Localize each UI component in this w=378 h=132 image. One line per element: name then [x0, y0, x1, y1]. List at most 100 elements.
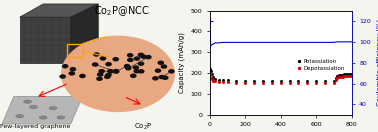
Potassiation — [261, 81, 265, 82]
Potassiation — [349, 73, 354, 75]
Potassiation — [208, 68, 212, 70]
Potassiation — [346, 73, 350, 75]
Ellipse shape — [39, 116, 47, 119]
Circle shape — [127, 58, 134, 62]
Depotassiation — [332, 82, 336, 83]
Potassiation — [221, 79, 225, 81]
Depotassiation — [342, 76, 347, 77]
Potassiation — [270, 81, 274, 82]
Depotassiation — [234, 82, 239, 83]
Depotassiation — [252, 82, 256, 84]
Ellipse shape — [23, 100, 31, 103]
Text: Co$_2$P@NCC: Co$_2$P@NCC — [94, 4, 150, 18]
Potassiation — [208, 70, 213, 72]
Circle shape — [107, 69, 114, 73]
Circle shape — [59, 74, 66, 79]
Circle shape — [158, 75, 165, 79]
Potassiation — [243, 80, 248, 82]
Circle shape — [138, 53, 144, 57]
Depotassiation — [243, 82, 248, 84]
Depotassiation — [349, 76, 354, 77]
Circle shape — [96, 77, 103, 81]
Depotassiation — [216, 81, 221, 83]
Circle shape — [97, 72, 104, 77]
Potassiation — [323, 80, 327, 82]
Ellipse shape — [29, 105, 37, 109]
Ellipse shape — [16, 115, 23, 118]
Circle shape — [98, 69, 105, 73]
Depotassiation — [341, 76, 345, 77]
Depotassiation — [347, 76, 352, 77]
Potassiation — [339, 74, 343, 76]
Depotassiation — [333, 80, 338, 81]
Circle shape — [70, 67, 76, 71]
Legend: Potassiation, Depotassiation: Potassiation, Depotassiation — [294, 57, 347, 73]
Text: Few-layered graphene: Few-layered graphene — [0, 124, 70, 129]
Line: Potassiation: Potassiation — [209, 68, 352, 82]
Potassiation — [342, 74, 347, 75]
Potassiation — [305, 80, 310, 82]
Ellipse shape — [49, 107, 57, 110]
Potassiation — [335, 76, 339, 77]
Y-axis label: Coulombic efficiency (%): Coulombic efficiency (%) — [376, 19, 378, 106]
Circle shape — [104, 75, 111, 79]
Depotassiation — [278, 82, 283, 84]
Potassiation — [216, 79, 221, 81]
Text: Co$_2$P: Co$_2$P — [134, 122, 152, 132]
Potassiation — [347, 73, 352, 75]
Circle shape — [113, 69, 119, 73]
Potassiation — [234, 80, 239, 82]
Circle shape — [127, 53, 133, 58]
Circle shape — [62, 64, 68, 69]
Circle shape — [124, 64, 130, 68]
Depotassiation — [208, 77, 213, 79]
Potassiation — [252, 80, 256, 82]
Depotassiation — [337, 77, 341, 78]
Depotassiation — [287, 82, 292, 84]
Circle shape — [138, 69, 144, 74]
Circle shape — [113, 69, 119, 74]
Circle shape — [138, 61, 144, 66]
Circle shape — [133, 69, 140, 74]
Polygon shape — [20, 4, 98, 17]
Circle shape — [133, 56, 140, 61]
Potassiation — [225, 80, 230, 81]
Circle shape — [168, 69, 175, 74]
Circle shape — [105, 73, 112, 77]
Circle shape — [161, 64, 167, 69]
Depotassiation — [344, 76, 349, 77]
Depotassiation — [270, 82, 274, 84]
Depotassiation — [296, 82, 301, 84]
Circle shape — [145, 55, 152, 59]
Circle shape — [93, 52, 100, 57]
Potassiation — [314, 80, 318, 82]
Depotassiation — [209, 79, 214, 80]
Circle shape — [112, 57, 119, 62]
Depotassiation — [346, 76, 350, 77]
Circle shape — [68, 71, 75, 76]
Depotassiation — [335, 77, 339, 79]
Potassiation — [332, 80, 336, 81]
Depotassiation — [213, 81, 217, 82]
Circle shape — [157, 61, 164, 65]
Circle shape — [125, 66, 132, 70]
Y-axis label: Capacity (mAh/g): Capacity (mAh/g) — [178, 32, 185, 93]
Potassiation — [287, 81, 292, 82]
Circle shape — [100, 56, 106, 61]
Depotassiation — [305, 82, 310, 84]
Depotassiation — [339, 76, 343, 78]
Depotassiation — [323, 82, 327, 84]
Potassiation — [209, 73, 214, 75]
Circle shape — [155, 68, 161, 73]
Circle shape — [133, 65, 139, 70]
Circle shape — [152, 76, 159, 81]
Circle shape — [140, 54, 147, 59]
Depotassiation — [261, 82, 265, 84]
Potassiation — [333, 77, 338, 79]
Potassiation — [341, 74, 345, 75]
Potassiation — [344, 73, 349, 75]
Circle shape — [79, 74, 86, 78]
Depotassiation — [314, 82, 318, 84]
Depotassiation — [221, 81, 225, 83]
Polygon shape — [71, 4, 98, 63]
